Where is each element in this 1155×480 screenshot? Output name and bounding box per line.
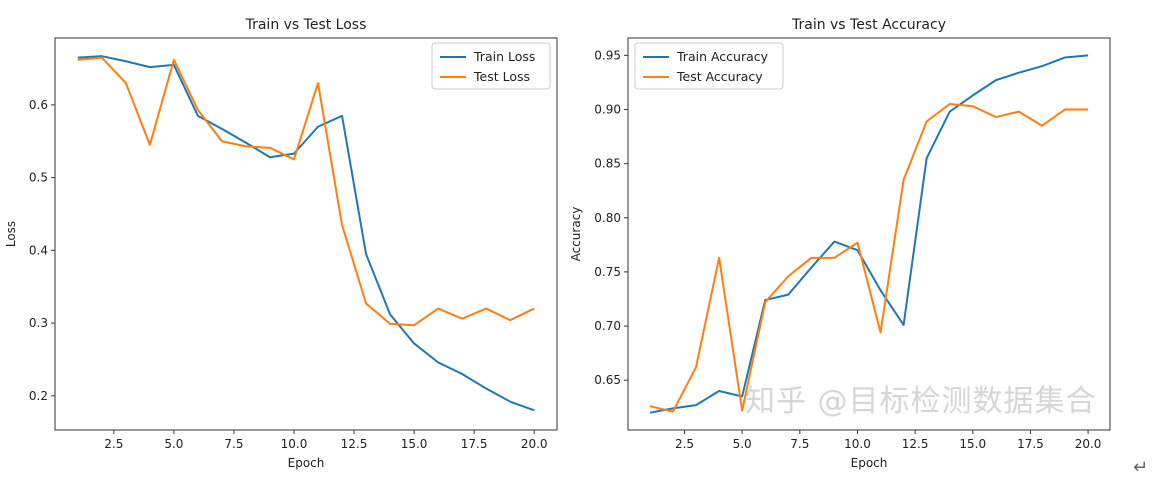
- x-tick-label: 20.0: [1075, 437, 1102, 451]
- x-tick-label: 20.0: [521, 437, 548, 451]
- x-tick-label: 2.5: [675, 437, 694, 451]
- y-tick-label: 0.5: [29, 171, 48, 185]
- series-line-train-loss: [77, 55, 535, 412]
- y-tick-label: 0.95: [594, 48, 621, 62]
- chart-0: Train vs Test Loss 2.5 5.0 7.5 10.0 12.5 15.0 1…: [4, 17, 558, 470]
- x-tick-label: 5.0: [733, 437, 752, 451]
- plot-frame: [54, 37, 558, 431]
- series-line-test-accuracy: [649, 103, 1089, 413]
- y-tick-label: 0.70: [594, 319, 621, 333]
- legend-label: Test Accuracy: [676, 69, 763, 84]
- x-tick-label: 15.0: [401, 437, 428, 451]
- y-tick-label: 0.2: [29, 389, 48, 403]
- x-axis-label: Epoch: [851, 456, 888, 470]
- legend-label: Test Loss: [473, 69, 530, 84]
- legend: Train Accuracy Test Accuracy: [634, 42, 784, 90]
- y-tick-label: 0.90: [594, 102, 621, 116]
- x-axis-label: Epoch: [288, 456, 325, 470]
- x-tick-label: 17.5: [461, 437, 488, 451]
- watermark: 知乎 @目标检测数据集合: [745, 384, 1097, 419]
- chart-title: Train vs Test Loss: [245, 17, 367, 33]
- x-tick-label: 10.0: [281, 437, 308, 451]
- y-tick-label: 0.3: [29, 316, 48, 330]
- y-tick-label: 0.6: [29, 98, 48, 112]
- series-line-train-accuracy: [649, 54, 1089, 414]
- legend-box: [634, 42, 784, 90]
- y-tick-label: 0.65: [594, 373, 621, 387]
- y-tick-label: 0.85: [594, 157, 621, 171]
- plot-frame: [627, 37, 1111, 431]
- chart-title: Train vs Test Accuracy: [791, 17, 946, 33]
- x-tick-label: 7.5: [224, 437, 243, 451]
- x-tick-label: 2.5: [104, 437, 123, 451]
- return-icon: ↵: [1133, 457, 1149, 478]
- series-line-test-loss: [77, 56, 535, 327]
- y-axis-label: Loss: [4, 221, 18, 247]
- y-axis-label: Accuracy: [569, 207, 583, 262]
- y-tick-label: 0.80: [594, 211, 621, 225]
- y-tick-label: 0.75: [594, 265, 621, 279]
- x-tick-label: 15.0: [959, 437, 986, 451]
- x-tick-label: 7.5: [790, 437, 809, 451]
- x-tick-label: 10.0: [844, 437, 871, 451]
- legend: Train Loss Test Loss: [431, 42, 551, 90]
- legend-label: Train Accuracy: [676, 49, 769, 64]
- y-tick-label: 0.4: [29, 243, 48, 257]
- x-tick-label: 5.0: [164, 437, 183, 451]
- chart-1: Train vs Test Accuracy 2.5 5.0 7.5 10.0 12.5 1…: [569, 17, 1111, 470]
- x-tick-label: 17.5: [1017, 437, 1044, 451]
- legend-label: Train Loss: [473, 49, 535, 64]
- x-tick-label: 12.5: [902, 437, 929, 451]
- x-tick-label: 12.5: [341, 437, 368, 451]
